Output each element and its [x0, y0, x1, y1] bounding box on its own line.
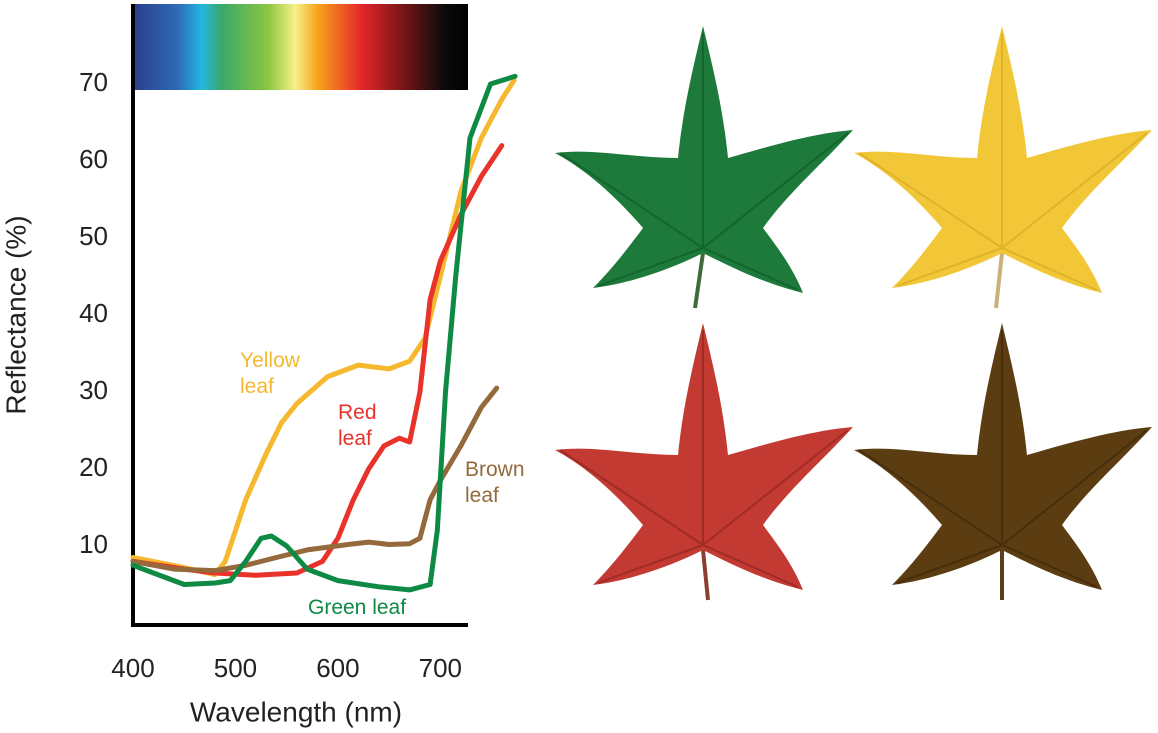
y-tick-label: 60	[79, 144, 108, 174]
y-tick-label: 10	[79, 529, 108, 559]
spectrum-bar	[135, 4, 468, 90]
leaf-green	[555, 26, 853, 309]
y-tick-label: 20	[79, 452, 108, 482]
leaf-red	[555, 323, 853, 601]
leaf-yellow	[854, 26, 1152, 309]
y-tick-label: 50	[79, 221, 108, 251]
series-line	[130, 143, 505, 578]
y-tick-label: 30	[79, 375, 108, 405]
series-label: Red leaf	[338, 401, 377, 450]
series-label: Green leaf	[308, 596, 407, 619]
series-line	[130, 385, 500, 574]
series-label: Yellow leaf	[240, 349, 300, 398]
series-line	[130, 73, 518, 593]
x-tick-label: 700	[419, 653, 462, 683]
leaf-brown	[854, 323, 1152, 600]
series-label: Brown leaf	[465, 458, 525, 507]
y-tick-label: 70	[79, 67, 108, 97]
series-line	[130, 77, 517, 577]
x-tick-label: 500	[214, 653, 257, 683]
y-tick-label: 40	[79, 298, 108, 328]
x-axis-label: Wavelength (nm)	[190, 696, 402, 727]
x-tick-label: 600	[316, 653, 359, 683]
y-axis-label: Reflectance (%)	[0, 215, 31, 414]
x-tick-label: 400	[111, 653, 154, 683]
